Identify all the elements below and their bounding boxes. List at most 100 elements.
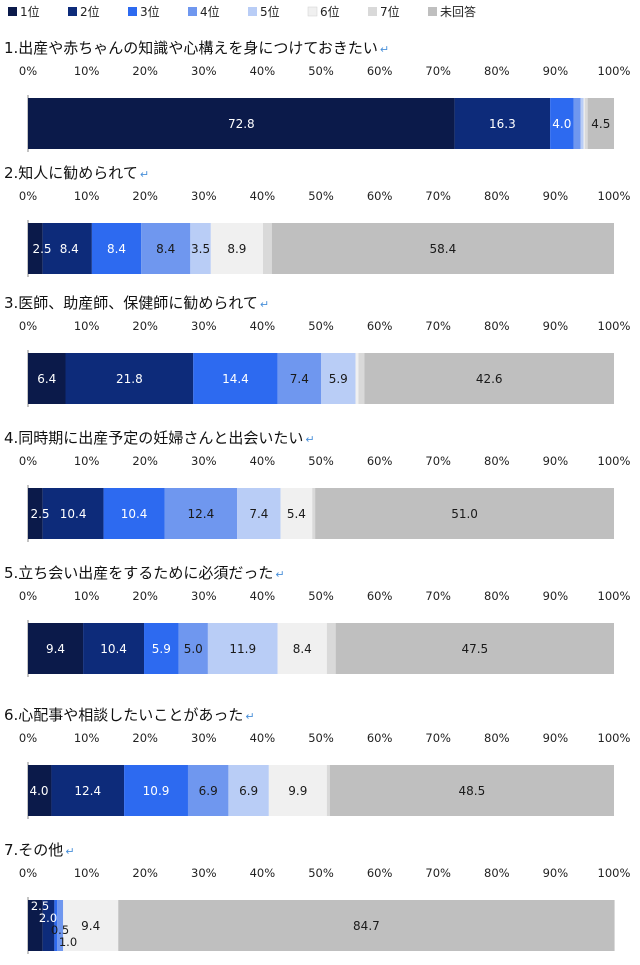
bar-segment-5 [207, 623, 278, 674]
x-tick-label: 80% [484, 866, 510, 880]
x-tick-label: 80% [484, 731, 510, 745]
legend-swatch-6 [307, 6, 318, 17]
return-mark-icon: ↵ [260, 298, 269, 311]
x-tick-label: 0% [19, 454, 37, 468]
x-tick-label: 70% [425, 64, 451, 78]
x-tick-label: 30% [191, 589, 217, 603]
x-tick-label: 100% [598, 189, 631, 203]
x-tick-label: 30% [191, 64, 217, 78]
bar-segment-3 [144, 623, 179, 674]
x-tick-label: 50% [308, 319, 334, 333]
x-tick-label: 80% [484, 589, 510, 603]
data-label: 21.8 [116, 372, 143, 386]
data-label: 16.3 [489, 117, 516, 131]
data-label: 7.4 [290, 372, 309, 386]
data-label: 10.4 [60, 507, 87, 521]
x-tick-label: 10% [74, 189, 100, 203]
panel-5: 5.立ち会い出産をするために必須だった ↵ 0% 10% 20% 30% 40% 50% 60%… [4, 564, 631, 677]
data-label: 4.5 [591, 117, 610, 131]
x-tick-label: 20% [132, 866, 158, 880]
x-tick-label: 40% [250, 319, 276, 333]
legend-label-4: 4位 [200, 4, 220, 19]
data-label: 3.5 [191, 242, 210, 256]
data-label: 72.8 [228, 117, 255, 131]
bar-segment-4 [57, 900, 64, 951]
x-tick-label: 80% [484, 64, 510, 78]
legend-swatch-2 [68, 7, 77, 16]
x-tick-label: 90% [543, 731, 569, 745]
data-label: 2.5 [30, 507, 49, 521]
x-tick-label: 100% [598, 866, 631, 880]
data-label: 47.5 [461, 642, 488, 656]
bar-segment-1 [28, 353, 66, 404]
bar-segment-6 [210, 223, 263, 274]
x-tick-label: 20% [132, 319, 158, 333]
bar-segment-5 [190, 223, 211, 274]
bar-segment-7 [358, 353, 365, 404]
x-tick-label: 0% [19, 866, 37, 880]
data-label: 42.6 [476, 372, 503, 386]
x-tick-label: 30% [191, 454, 217, 468]
data-label: 6.4 [37, 372, 56, 386]
legend-label-7: 7位 [380, 4, 400, 19]
x-tick-label: 100% [598, 64, 631, 78]
data-label: 12.4 [188, 507, 215, 521]
x-tick-label: 100% [598, 731, 631, 745]
x-tick-label: 30% [191, 731, 217, 745]
data-label: 2.5 [32, 242, 51, 256]
x-tick-label: 80% [484, 454, 510, 468]
x-tick-label: 20% [132, 454, 158, 468]
bar-segment-1 [28, 488, 43, 539]
legend-label-1: 1位 [20, 4, 40, 19]
bar-segment-7 [326, 765, 330, 816]
x-tick-label: 50% [308, 731, 334, 745]
data-label: 10.4 [100, 642, 127, 656]
data-label: 5.0 [184, 642, 203, 656]
x-tick-label: 60% [367, 731, 393, 745]
bar-segment-2 [42, 488, 104, 539]
bar-segment-6 [277, 623, 327, 674]
x-tick-label: 40% [250, 866, 276, 880]
bar-segment-1 [28, 900, 43, 951]
legend-swatch-5 [248, 7, 257, 16]
x-tick-label: 80% [484, 189, 510, 203]
bar-segment-2 [42, 223, 92, 274]
bar-segment-2 [454, 98, 551, 149]
x-tick-label: 90% [543, 866, 569, 880]
data-label: 5.4 [287, 507, 306, 521]
x-tick-label: 90% [543, 454, 569, 468]
x-tick-label: 40% [250, 64, 276, 78]
data-label: 5.9 [329, 372, 348, 386]
legend-swatch-7 [368, 7, 377, 16]
data-label: 2.5 [31, 899, 49, 913]
data-label: 2.0 [39, 911, 57, 925]
data-label: 6.9 [199, 784, 218, 798]
legend-label-8: 未回答 [440, 4, 476, 19]
bar-segment-1 [28, 223, 43, 274]
panel-7: 7.その他 ↵ 0% 10% 20% 30% 40% 50% 60% 70% 80% 90% 100% 2… [4, 841, 631, 954]
bar-segment-4 [277, 353, 321, 404]
bar-segment-5 [321, 353, 356, 404]
data-label: 9.9 [288, 784, 307, 798]
bar-segment-4 [187, 765, 229, 816]
x-tick-label: 10% [74, 319, 100, 333]
data-label: 4.0 [29, 784, 48, 798]
panel-title: 2.知人に勧められて [4, 164, 138, 182]
data-label: 14.4 [222, 372, 249, 386]
data-label: 5.9 [152, 642, 171, 656]
x-tick-label: 70% [425, 589, 451, 603]
bar-segment-8 [271, 223, 614, 274]
x-tick-label: 90% [543, 189, 569, 203]
bar-segment-8 [587, 98, 614, 149]
data-label: 1.0 [59, 935, 77, 949]
panel-4: 4.同時期に出産予定の妊婦さんと出会いたい ↵ 0% 10% 20% 30% 40% 50% 6… [4, 429, 631, 542]
x-tick-label: 0% [19, 189, 37, 203]
data-label: 48.5 [459, 784, 486, 798]
bar-segment-2 [83, 623, 145, 674]
x-tick-label: 70% [425, 731, 451, 745]
legend-label-5: 5位 [260, 4, 280, 19]
panel-6: 6.心配事や相談したいことがあった ↵ 0% 10% 20% 30% 40% 50% 60% 70… [4, 706, 631, 819]
panel-title: 4.同時期に出産予定の妊婦さんと出会いたい [4, 429, 303, 447]
x-tick-label: 10% [74, 64, 100, 78]
